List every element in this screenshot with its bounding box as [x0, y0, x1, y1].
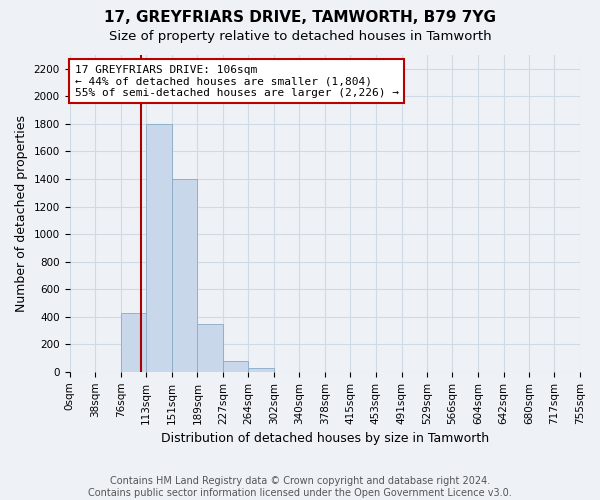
Text: Size of property relative to detached houses in Tamworth: Size of property relative to detached ho…: [109, 30, 491, 43]
Y-axis label: Number of detached properties: Number of detached properties: [15, 115, 28, 312]
X-axis label: Distribution of detached houses by size in Tamworth: Distribution of detached houses by size …: [161, 432, 489, 445]
Bar: [121, 312, 146, 372]
Bar: [172, 179, 197, 372]
Bar: [146, 124, 172, 372]
Text: 17, GREYFRIARS DRIVE, TAMWORTH, B79 7YG: 17, GREYFRIARS DRIVE, TAMWORTH, B79 7YG: [104, 10, 496, 25]
Bar: [248, 368, 274, 372]
Bar: [197, 324, 223, 372]
Text: Contains HM Land Registry data © Crown copyright and database right 2024.
Contai: Contains HM Land Registry data © Crown c…: [88, 476, 512, 498]
Bar: [223, 361, 248, 372]
Text: 17 GREYFRIARS DRIVE: 106sqm
← 44% of detached houses are smaller (1,804)
55% of : 17 GREYFRIARS DRIVE: 106sqm ← 44% of det…: [74, 64, 398, 98]
